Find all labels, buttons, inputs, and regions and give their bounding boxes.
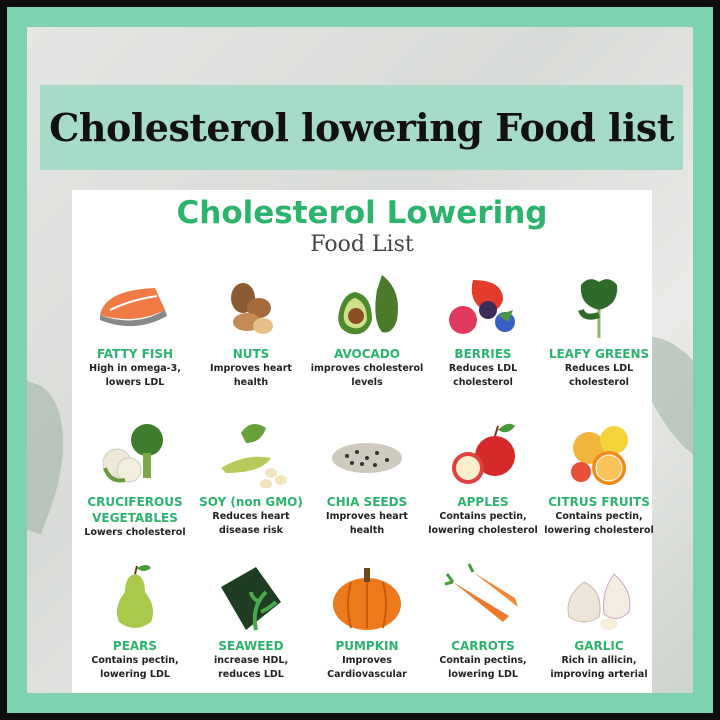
soybean-icon: [221, 424, 287, 488]
food-item: SOY (non GMO) Reduces heart disease risk: [193, 418, 309, 538]
food-item: PUMPKIN Improves Cardiovascular: [309, 562, 425, 682]
citrus-icon: [571, 426, 628, 485]
food-name: BERRIES: [454, 347, 512, 361]
food-item: BERRIES Reduces LDL cholesterol: [425, 270, 541, 390]
food-item: CHIA SEEDS Improves heart health: [309, 418, 425, 538]
food-description: Improves Cardiovascular: [327, 655, 407, 680]
food-item: APPLES Contains pectin, lowering choleste…: [425, 418, 541, 538]
food-item: PEARS Contains pectin, lowering LDL: [77, 562, 193, 682]
food-item: SEAWEED increase HDL, reduces LDL: [193, 562, 309, 682]
food-description: Contains pectin, lowering LDL: [91, 655, 179, 680]
card-title: Cholesterol Lowering: [176, 195, 548, 231]
food-item: CARROTS Contain pectins, lowering LDL: [425, 562, 541, 682]
kale-icon: [578, 279, 618, 338]
broccoli-icon: [102, 424, 163, 483]
avocado-icon: [338, 275, 398, 335]
food-name: CHIA SEEDS: [326, 495, 408, 509]
food-item: FATTY FISH High in omega-3, lowers LDL: [77, 270, 193, 390]
seaweed-icon: [221, 567, 281, 631]
food-description: Reduces LDL cholesterol: [564, 363, 634, 388]
food-item: GARLIC Rich in allicin, improving arteria…: [541, 562, 657, 682]
food-item: NUTS Improves heart health: [193, 270, 309, 390]
berries-icon: [449, 280, 515, 334]
food-name: SEAWEED: [218, 639, 284, 653]
food-name: CRUCIFEROUS VEGETABLES: [87, 495, 183, 525]
food-description: Contains pectin, lowering cholesterol: [544, 511, 654, 536]
food-description: increase HDL, reduces LDL: [213, 655, 289, 680]
title-banner: Cholesterol lowering Food list: [40, 85, 683, 170]
food-name: NUTS: [232, 347, 270, 361]
food-description: improves cholesterol levels: [310, 363, 424, 388]
food-name: APPLES: [457, 495, 509, 509]
food-description: Reduces heart disease risk: [212, 511, 290, 536]
food-description: Reduces LDL cholesterol: [448, 363, 518, 388]
card-subtitle: Food List: [310, 232, 414, 257]
food-description: Contain pectins, lowering LDL: [439, 655, 527, 680]
food-name: PUMPKIN: [335, 639, 399, 653]
food-name: CITRUS FRUITS: [548, 495, 650, 509]
food-item: AVOCADO improves cholesterol levels: [309, 270, 425, 390]
pear-icon: [117, 565, 153, 628]
page-title: Cholesterol lowering Food list: [49, 105, 674, 150]
pumpkin-icon: [333, 568, 401, 630]
food-description: High in omega-3, lowers LDL: [89, 363, 181, 388]
food-description: Improves heart health: [326, 511, 408, 536]
food-item: CRUCIFEROUS VEGETABLES Lowers cholesterol: [77, 418, 193, 540]
food-name: AVOCADO: [333, 347, 400, 361]
food-item: LEAFY GREENS Reduces LDL cholesterol: [541, 270, 657, 390]
food-description: Improves heart health: [210, 363, 292, 388]
food-name: LEAFY GREENS: [548, 347, 650, 361]
apple-icon: [452, 423, 515, 484]
salmon-icon: [100, 288, 167, 327]
food-name: PEARS: [112, 639, 158, 653]
food-name: CARROTS: [451, 639, 515, 653]
food-item: CITRUS FRUITS Contains pectin, lowering c…: [541, 418, 657, 538]
food-description: Lowers cholesterol: [84, 527, 186, 538]
food-name: GARLIC: [574, 639, 624, 653]
food-description: Contains pectin, lowering cholesterol: [428, 511, 538, 536]
food-description: Rich in allicin, improving arterial: [550, 655, 648, 680]
food-name: FATTY FISH: [96, 347, 174, 361]
carrot-icon: [444, 563, 518, 622]
food-name: SOY (non GMO): [199, 495, 303, 509]
nuts-icon: [231, 283, 273, 334]
food-list-card: Cholesterol Lowering Food List FATTY FIS…: [72, 190, 654, 693]
garlic-icon: [567, 573, 631, 630]
seeds-icon: [332, 443, 402, 473]
